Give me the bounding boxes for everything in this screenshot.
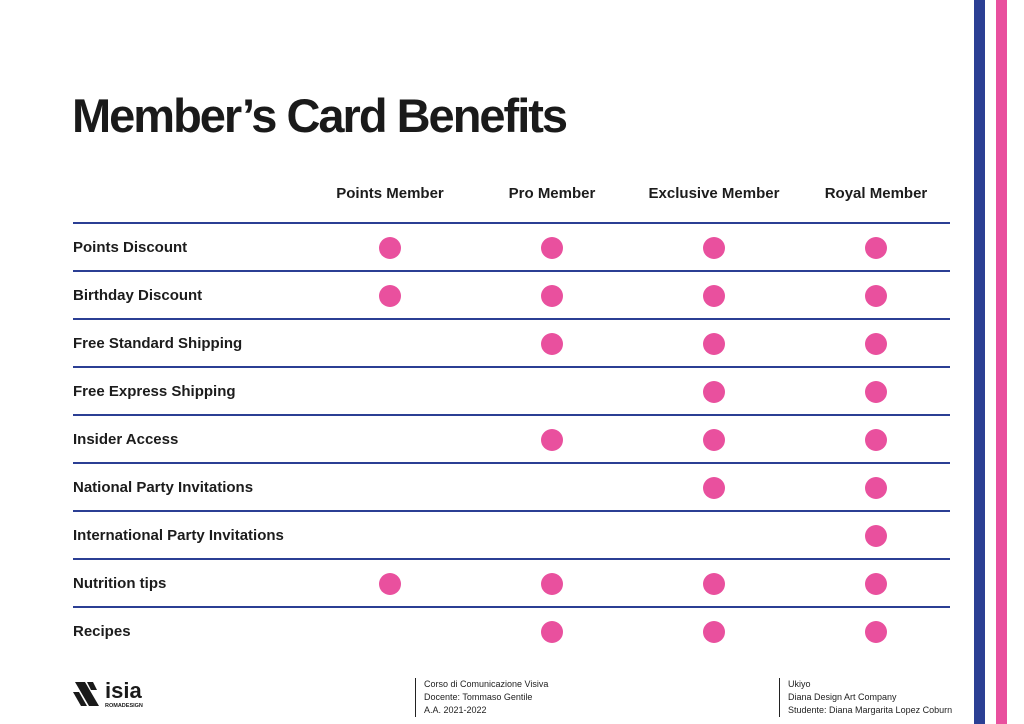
table-row: Insider Access bbox=[73, 414, 950, 462]
included-dot-icon bbox=[703, 621, 725, 643]
project-info: Ukiyo Diana Design Art Company Studente:… bbox=[779, 678, 952, 717]
benefit-label: National Party Invitations bbox=[73, 479, 254, 496]
project-name: Ukiyo bbox=[788, 679, 811, 689]
included-dot-icon bbox=[541, 333, 563, 355]
table-row: Free Express Shipping bbox=[73, 366, 950, 414]
column-header: Points Member bbox=[336, 185, 444, 202]
table-row: International Party Invitations bbox=[73, 510, 950, 558]
page-title: Member’s Card Benefits bbox=[72, 89, 568, 142]
table-row: Nutrition tips bbox=[73, 558, 950, 606]
included-dot-icon bbox=[703, 573, 725, 595]
benefit-label: Nutrition tips bbox=[73, 575, 167, 592]
company-name: Diana Design Art Company bbox=[788, 692, 897, 702]
included-dot-icon bbox=[865, 237, 887, 259]
benefit-label: Insider Access bbox=[73, 431, 179, 448]
included-dot-icon bbox=[379, 237, 401, 259]
included-dot-icon bbox=[379, 573, 401, 595]
table-row: Recipes bbox=[73, 606, 950, 654]
isia-logo: isia ROMADESIGN bbox=[73, 678, 163, 715]
column-header: Exclusive Member bbox=[648, 185, 780, 202]
benefit-label: Free Express Shipping bbox=[73, 383, 236, 400]
included-dot-icon bbox=[865, 621, 887, 643]
benefit-label: Birthday Discount bbox=[73, 287, 203, 304]
svg-text:isia: isia bbox=[105, 678, 142, 703]
included-dot-icon bbox=[379, 285, 401, 307]
course-info: Corso di Comunicazione Visiva Docente: T… bbox=[415, 678, 548, 717]
benefit-label: International Party Invitations bbox=[73, 527, 284, 544]
included-dot-icon bbox=[865, 381, 887, 403]
included-dot-icon bbox=[865, 477, 887, 499]
svg-text:ROMADESIGN: ROMADESIGN bbox=[105, 703, 143, 709]
table-row: National Party Invitations bbox=[73, 462, 950, 510]
included-dot-icon bbox=[865, 429, 887, 451]
benefit-label: Recipes bbox=[73, 623, 131, 640]
included-dot-icon bbox=[703, 477, 725, 499]
included-dot-icon bbox=[541, 429, 563, 451]
included-dot-icon bbox=[541, 573, 563, 595]
included-dot-icon bbox=[865, 285, 887, 307]
pink-stripe bbox=[996, 0, 1007, 724]
included-dot-icon bbox=[541, 237, 563, 259]
included-dot-icon bbox=[865, 525, 887, 547]
column-header: Pro Member bbox=[508, 185, 596, 202]
included-dot-icon bbox=[703, 429, 725, 451]
table-row: Points Discount bbox=[73, 222, 950, 270]
blue-stripe bbox=[974, 0, 985, 724]
included-dot-icon bbox=[865, 573, 887, 595]
included-dot-icon bbox=[541, 621, 563, 643]
course-name: Corso di Comunicazione Visiva bbox=[424, 679, 549, 689]
column-header: Royal Member bbox=[824, 185, 928, 202]
academic-year: A.A. 2021-2022 bbox=[424, 705, 487, 715]
included-dot-icon bbox=[703, 285, 725, 307]
included-dot-icon bbox=[541, 285, 563, 307]
benefit-label: Free Standard Shipping bbox=[73, 335, 243, 352]
teacher: Docente: Tommaso Gentile bbox=[424, 692, 533, 702]
student-name: Studente: Diana Margarita Lopez Coburn bbox=[788, 705, 953, 715]
included-dot-icon bbox=[703, 333, 725, 355]
included-dot-icon bbox=[865, 333, 887, 355]
included-dot-icon bbox=[703, 237, 725, 259]
included-dot-icon bbox=[703, 381, 725, 403]
table-row: Free Standard Shipping bbox=[73, 318, 950, 366]
table-row: Birthday Discount bbox=[73, 270, 950, 318]
benefit-label: Points Discount bbox=[73, 239, 188, 256]
